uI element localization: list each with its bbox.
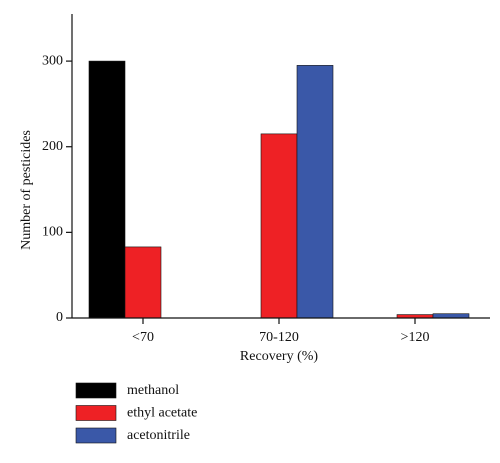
legend-swatch (75, 427, 117, 444)
bar (88, 60, 126, 319)
legend-swatch (75, 405, 117, 421)
y-axis-label: Number of pesticides (19, 130, 34, 250)
y-tick-label: 100 (42, 225, 63, 240)
legend-label: ethyl acetate (127, 406, 197, 421)
bar (432, 313, 470, 319)
bar (296, 65, 334, 319)
y-tick-label: 200 (42, 139, 63, 154)
legend-swatch (75, 382, 117, 399)
bar (260, 133, 298, 319)
y-tick-label: 300 (42, 53, 63, 68)
bar (124, 246, 162, 319)
y-tick-label: 0 (56, 310, 63, 325)
legend-label: acetonitrile (127, 428, 190, 443)
x-tick-label: 70-120 (259, 330, 299, 345)
x-axis-label: Recovery (%) (240, 349, 318, 364)
x-tick-label: <70 (132, 330, 154, 345)
x-tick-label: >120 (401, 330, 430, 345)
legend-label: methanol (127, 383, 179, 398)
